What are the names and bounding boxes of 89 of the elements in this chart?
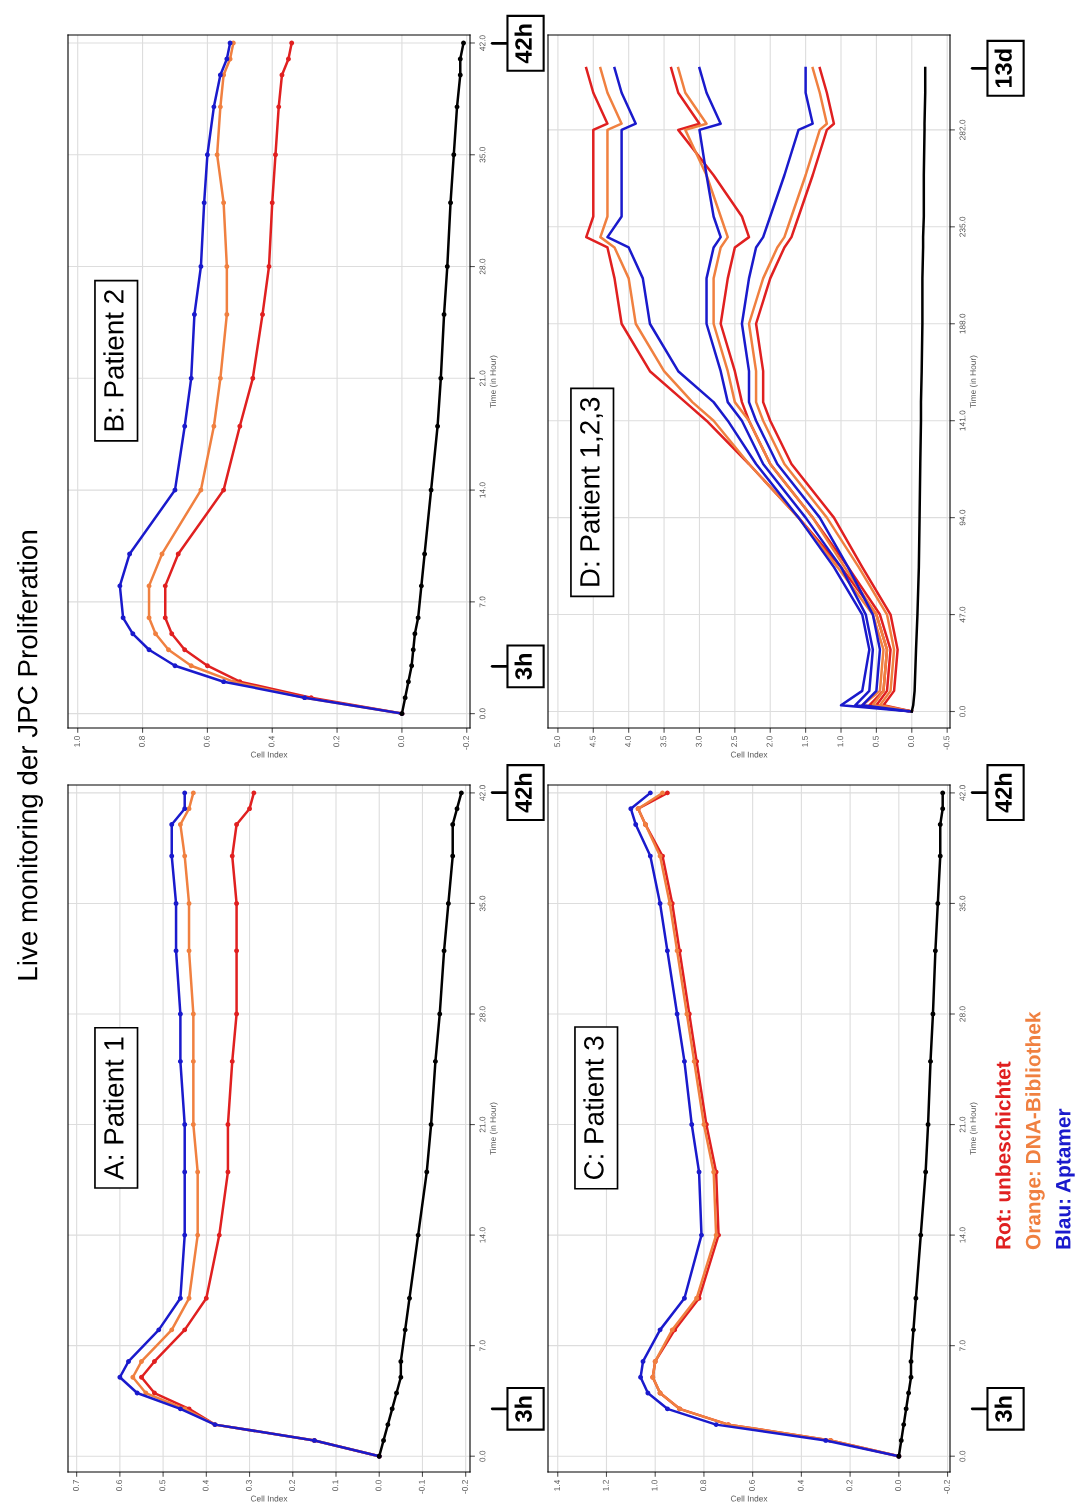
y-tick-label: 141.0 [959, 410, 966, 431]
x-tick-label: 2.0 [766, 735, 773, 747]
x-tick-label: -0.2 [943, 1480, 950, 1494]
x-tick-label: 1.0 [651, 1479, 658, 1491]
x-tick-label: 0.0 [398, 735, 405, 747]
x-tick-label: 0.4 [797, 1479, 804, 1491]
x-tick-label: 0.2 [289, 1480, 296, 1491]
y-tick-label: 14.0 [959, 1227, 966, 1243]
y-axis-title: Time (in Hour) [489, 355, 498, 408]
y-tick-label: 42.0 [479, 35, 486, 51]
y-tick-label: 235.0 [959, 216, 966, 237]
text: B: Patient 2 [103, 290, 124, 431]
text: 42h [994, 773, 1012, 813]
x-tick-label: 0.6 [116, 1480, 123, 1491]
y-tick-label: 35.0 [479, 895, 486, 912]
text: A: Patient 1 [103, 1037, 124, 1180]
x-axis-title: Cell Index [730, 751, 768, 758]
y-tick-label: 7.0 [479, 1340, 486, 1352]
y-tick-label: 14.0 [479, 482, 486, 498]
x-tick-label: 1.2 [602, 1480, 609, 1491]
chart-title: Live monitoring der JPC Proliferation [17, 531, 43, 980]
text: 3h [514, 1396, 532, 1423]
x-tick-label: -0.1 [418, 1480, 425, 1494]
x-tick-label: -0.2 [462, 1480, 468, 1494]
x-tick-label: 0.4 [202, 1479, 209, 1491]
x-tick-label: 3.0 [695, 735, 702, 747]
x-tick-label: 0.0 [908, 735, 915, 747]
y-tick-label: 0.0 [959, 706, 966, 717]
y-tick-label: 21.0 [479, 370, 486, 386]
y-tick-label: 42.0 [959, 785, 966, 801]
x-axis-title: Cell Index [250, 1495, 288, 1502]
x-tick-label: 0.7 [72, 1480, 79, 1491]
text: Orange: DNA-Bibliothek [1025, 1011, 1045, 1250]
x-tick-label: 0.0 [895, 1479, 902, 1491]
y-tick-label: 0.0 [479, 1450, 486, 1462]
y-tick-label: 14.0 [479, 1227, 486, 1243]
text: Rot: unbeschichtet [995, 1061, 1011, 1249]
x-tick-label: 4.0 [625, 735, 631, 748]
x-tick-label: -0.2 [463, 736, 469, 750]
y-tick-label: 0.0 [479, 708, 486, 720]
x-tick-label: 2.5 [731, 735, 738, 747]
x-tick-label: 3.5 [660, 735, 667, 747]
x-tick-label: 1.5 [802, 735, 808, 747]
y-tick-label: 21.0 [959, 1116, 966, 1133]
x-tick-label: 0.8 [138, 736, 145, 747]
x-tick-label: 0.6 [203, 736, 210, 747]
y-axis-title: Time (in Hour) [489, 1102, 498, 1155]
text: 42h [514, 24, 532, 64]
y-tick-label: 28.0 [959, 1006, 966, 1022]
text: C: Patient 3 [583, 1036, 604, 1180]
x-tick-label: 0.8 [700, 1480, 707, 1491]
x-tick-label: 1.0 [74, 735, 80, 747]
y-tick-label: 35.0 [959, 895, 966, 912]
y-tick-label: 282.0 [959, 119, 966, 140]
y-axis-title: Time (in Hour) [969, 1102, 978, 1155]
y-tick-label: 0.0 [959, 1450, 966, 1462]
x-tick-label: 0.5 [872, 735, 879, 747]
x-tick-label: 0.3 [245, 1480, 252, 1491]
text: D: Patient 1,2,3 [579, 397, 603, 586]
x-axis-title: Cell Index [730, 1495, 768, 1502]
x-tick-label: 0.1 [332, 1480, 339, 1491]
y-tick-label: 21.0 [479, 1116, 486, 1133]
x-tick-label: 0.5 [159, 1479, 166, 1491]
y-tick-label: 7.0 [479, 596, 486, 608]
text: Blau: Aptamer [1055, 1108, 1075, 1249]
text: 3h [994, 1396, 1012, 1423]
text: 42h [514, 773, 532, 813]
y-tick-label: 188.0 [959, 313, 966, 334]
x-tick-label: 0.0 [375, 1479, 382, 1491]
y-tick-label: 28.0 [479, 258, 486, 275]
x-tick-label: 4.5 [589, 735, 596, 748]
text: 3h [514, 654, 532, 680]
y-tick-label: 42.0 [479, 785, 486, 801]
x-tick-label: 0.4 [268, 735, 275, 747]
x-tick-label: 0.6 [748, 1480, 755, 1491]
x-tick-label: 1.4 [554, 1479, 560, 1491]
x-tick-label: 5.0 [554, 735, 561, 747]
text: 13d [994, 49, 1012, 88]
x-axis-title: Cell Index [250, 751, 288, 758]
x-tick-label: 0.2 [846, 1480, 853, 1491]
y-tick-label: 35.0 [479, 146, 486, 163]
y-tick-label: 7.0 [959, 1340, 966, 1352]
x-tick-label: 1.0 [837, 735, 844, 747]
y-tick-label: 94.0 [959, 509, 966, 526]
x-tick-label: 0.2 [333, 736, 340, 747]
y-tick-label: 28.0 [479, 1006, 486, 1022]
x-tick-label: -0.5 [943, 735, 950, 750]
y-axis-title: Time (in Hour) [969, 355, 978, 408]
y-tick-label: 47.0 [959, 606, 966, 623]
